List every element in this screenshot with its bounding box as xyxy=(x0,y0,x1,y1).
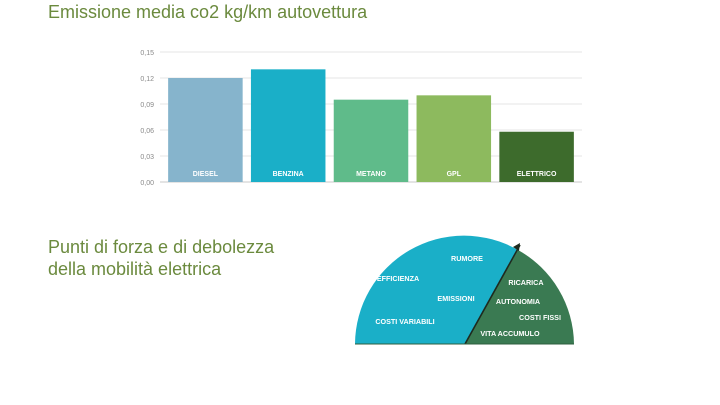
gauge-strength-label: COSTI VARIABILI xyxy=(375,317,434,326)
chart-title: Emissione media co2 kg/km autovettura xyxy=(48,2,368,22)
gauge-strength-label: EFFICIENZA xyxy=(377,274,419,283)
bar-label: DIESEL xyxy=(193,171,219,178)
y-tick-label: 0,12 xyxy=(140,76,154,83)
gauge-weakness-label: VITA ACCUMULO xyxy=(480,329,540,338)
gauge-title: Punti di forza e di debolezza della mobi… xyxy=(48,236,274,280)
gauge-weakness-sector xyxy=(465,250,574,344)
y-tick-label: 0,09 xyxy=(140,102,154,109)
bar-benzina xyxy=(250,69,326,182)
gauge-title-line2: della mobilità elettrica xyxy=(48,259,222,279)
gauge-chart: RUMORE EFFICIENZA EMISSIONI COSTI VARIABILI… xyxy=(355,235,574,345)
y-tick-label: 0,00 xyxy=(140,180,154,187)
gauge-weakness-label: RICARICA xyxy=(508,278,543,287)
gauge-title-line1: Punti di forza e di debolezza xyxy=(48,237,275,257)
bar-elettrico xyxy=(499,131,574,182)
bar-label: GPL xyxy=(447,171,462,178)
y-axis-ticks: 0,00 0,03 0,06 0,09 0,12 0,15 xyxy=(140,50,154,187)
y-tick-label: 0,06 xyxy=(140,128,154,135)
bar-labels: DIESEL BENZINA METANO GPL ELETTRICO xyxy=(193,171,557,178)
bar-gpl xyxy=(416,95,492,182)
bar-label: METANO xyxy=(356,171,386,178)
gauge-weakness-label: AUTONOMIA xyxy=(496,297,540,306)
gauge-strength-label: RUMORE xyxy=(451,254,483,263)
bar-label: ELETTRICO xyxy=(517,171,557,178)
gauge-needle-tip xyxy=(513,243,520,251)
bar-marks xyxy=(168,69,574,182)
gauge-needle xyxy=(464,244,521,345)
bar-metano xyxy=(333,99,409,182)
y-tick-label: 0,03 xyxy=(140,154,154,161)
gauge-weakness-label: COSTI FISSI xyxy=(519,313,561,322)
gauge-strength-sector xyxy=(355,235,518,344)
bar-diesel xyxy=(168,78,243,182)
bar-label: BENZINA xyxy=(273,171,304,178)
gauge-strength-label: EMISSIONI xyxy=(437,294,474,303)
y-tick-label: 0,15 xyxy=(140,50,154,57)
bar-chart: 0,00 0,03 0,06 0,09 0,12 0,15 DIESEL BENZINA ME… xyxy=(140,50,582,187)
